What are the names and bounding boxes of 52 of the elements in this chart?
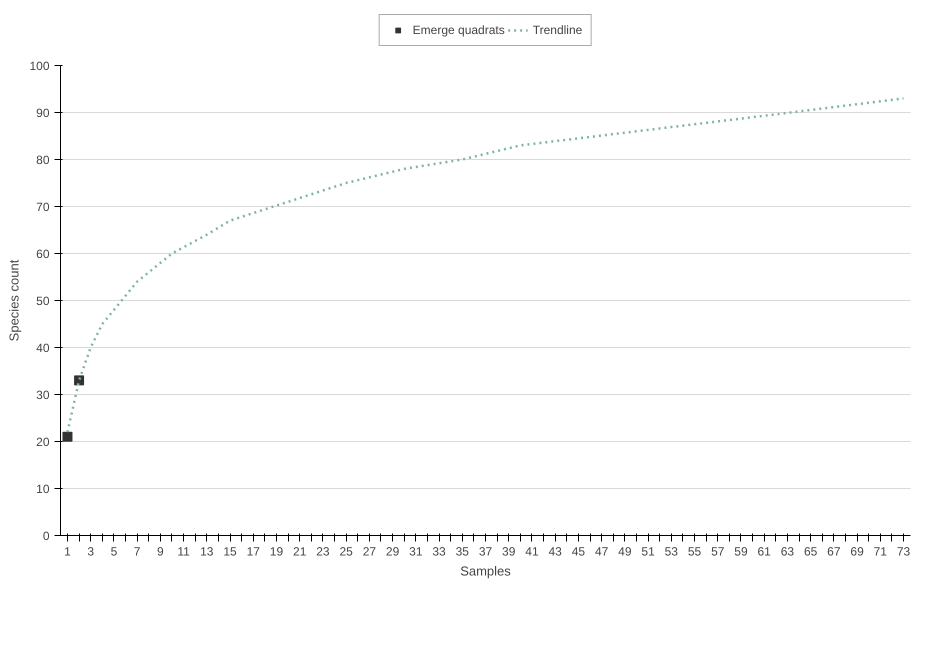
legend-label: Emerge quadrats: [412, 23, 505, 37]
y-tick-label: 20: [36, 435, 50, 449]
x-tick-label: 1: [64, 544, 72, 558]
x-tick-label: 43: [548, 544, 562, 558]
x-tick-label: 29: [386, 544, 400, 558]
x-tick-label: 19: [270, 544, 284, 558]
x-tick-label: 45: [572, 544, 586, 558]
y-tick-label: 10: [36, 482, 50, 496]
x-tick-label: 73: [896, 544, 911, 558]
y-tick-label: 50: [36, 294, 50, 308]
x-tick-label: 33: [432, 544, 446, 558]
x-tick-label: 67: [827, 544, 841, 558]
legend-label: Trendline: [532, 23, 582, 37]
x-tick-label: 69: [850, 544, 864, 558]
x-tick-label: 31: [409, 544, 423, 558]
y-tick-label: 0: [42, 529, 50, 543]
x-tick-label: 39: [502, 544, 516, 558]
x-tick-label: 13: [200, 544, 214, 558]
x-tick-label: 55: [688, 544, 702, 558]
x-tick-label: 11: [177, 544, 190, 558]
x-tick-label: 5: [110, 544, 118, 558]
x-tick-label: 47: [594, 544, 609, 558]
x-tick-label: 15: [223, 544, 238, 558]
x-tick-label: 9: [157, 544, 164, 558]
x-tick-label: 71: [874, 544, 888, 558]
y-axis-title: Species count: [6, 259, 22, 342]
x-tick-label: 49: [618, 544, 632, 558]
x-tick-label: 27: [362, 544, 376, 558]
x-tick-label: 59: [734, 544, 748, 558]
x-tick-label: 65: [804, 544, 818, 558]
x-tick-label: 57: [711, 544, 725, 558]
y-tick-label: 80: [36, 153, 50, 167]
x-tick-label: 7: [134, 544, 141, 558]
x-tick-label: 41: [525, 544, 539, 558]
x-tick-label: 21: [293, 544, 307, 558]
x-tick-label: 25: [339, 544, 354, 558]
x-axis-title: Samples: [460, 564, 512, 578]
x-tick-label: 51: [641, 544, 656, 558]
x-tick-label: 53: [664, 544, 678, 558]
x-tick-label: 35: [456, 544, 470, 558]
y-tick-label: 30: [36, 388, 50, 402]
x-tick-label: 61: [758, 544, 772, 558]
y-tick-label: 60: [36, 247, 50, 261]
y-tick-label: 40: [36, 341, 50, 355]
y-tick-label: 70: [36, 200, 50, 214]
y-tick-label: 90: [36, 106, 50, 120]
x-tick-label: 37: [478, 544, 492, 558]
x-tick-label: 17: [246, 544, 260, 558]
y-tick-label: 100: [29, 59, 50, 73]
x-tick-label: 23: [316, 544, 330, 558]
x-tick-label: 63: [780, 544, 794, 558]
x-tick-label: 3: [87, 544, 94, 558]
